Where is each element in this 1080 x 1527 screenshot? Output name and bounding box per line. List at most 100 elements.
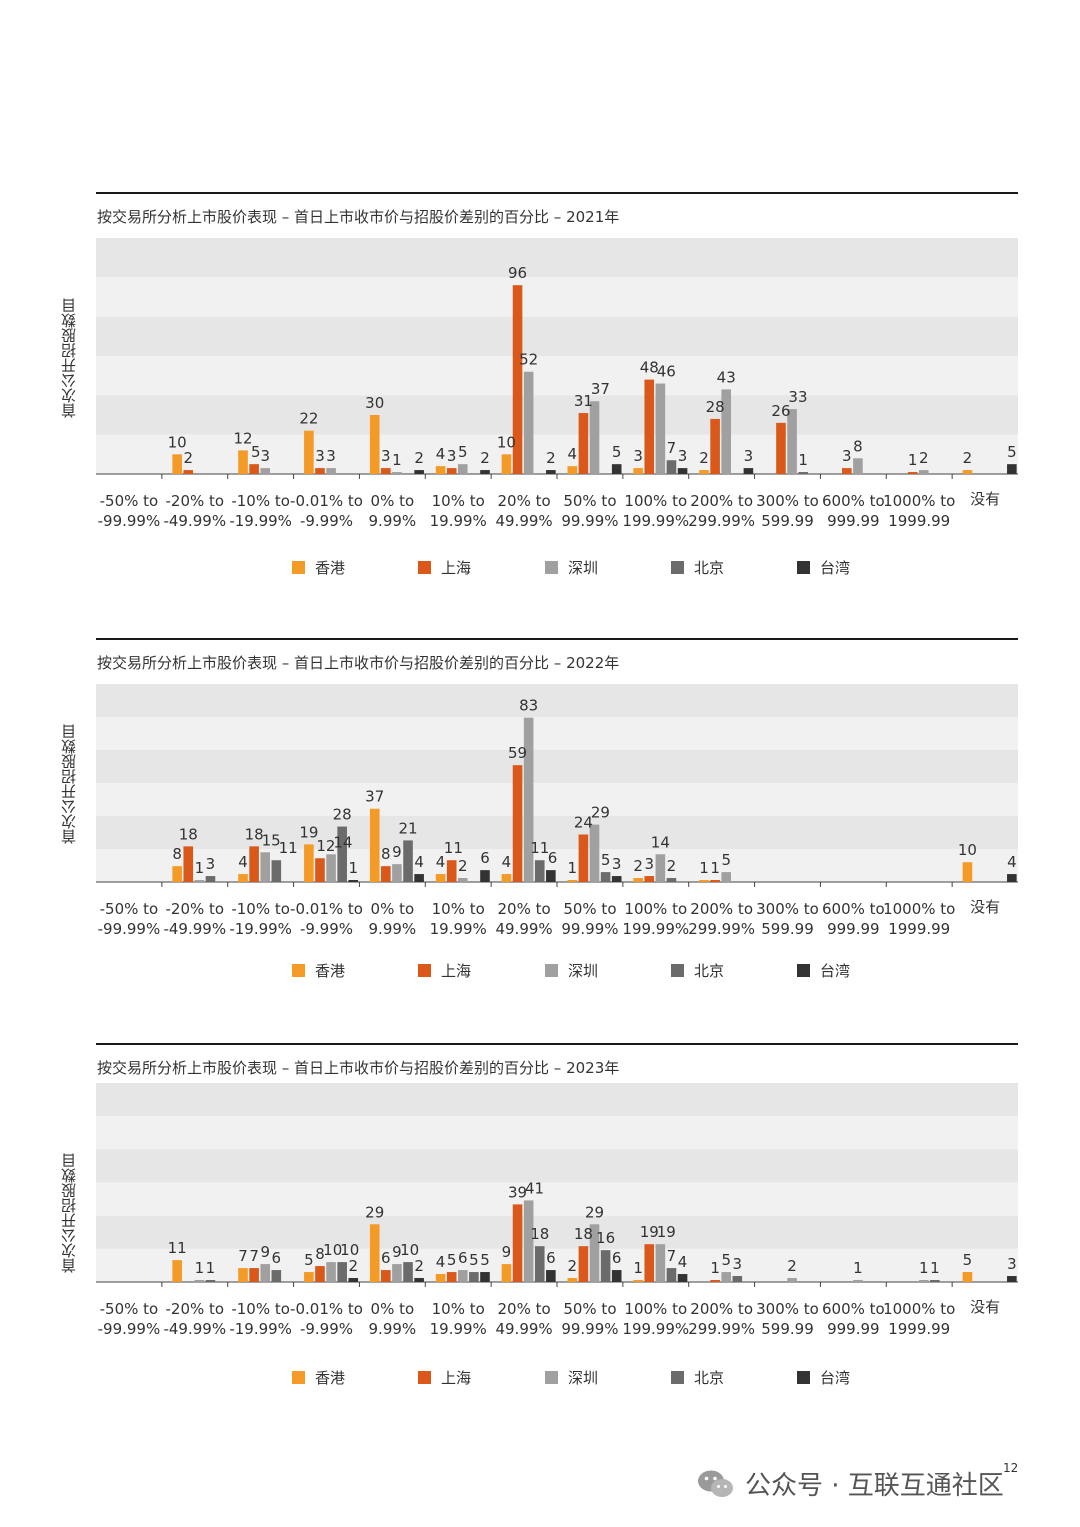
x-tick-label: 0% to — [371, 492, 415, 510]
data-label: 19 — [299, 823, 318, 841]
x-tick-label: 600% to — [822, 1300, 885, 1318]
data-label: 2 — [414, 1257, 424, 1275]
x-tick-label: 199.99% — [622, 920, 689, 938]
x-tick-label: -9.99% — [300, 920, 353, 938]
legend-label: 深圳 — [568, 962, 599, 980]
bar-chart-2022: -50% to -99.99%-20% to -49.99% -10% to -19.9… — [96, 684, 1018, 938]
x-tick-label: -20% to — [165, 492, 224, 510]
bar-上海 — [710, 418, 720, 474]
data-label: 2 — [414, 449, 424, 467]
data-label: 6 — [480, 849, 490, 867]
bar-深圳 — [655, 854, 666, 882]
x-tick-label: 1999.99 — [888, 512, 950, 530]
panel-top-rule — [96, 1043, 1018, 1045]
bar-香港 — [633, 468, 643, 474]
x-tick-label: 9.99% — [369, 1320, 417, 1338]
bar-深圳 — [655, 383, 666, 474]
data-label: 11 — [530, 839, 549, 857]
data-label: 9 — [260, 1243, 270, 1261]
bar-香港 — [633, 878, 643, 882]
data-label: 1 — [568, 859, 578, 877]
data-label: 18 — [245, 825, 264, 843]
data-label: 10 — [323, 1241, 342, 1259]
bar-上海 — [315, 858, 325, 882]
bar-北京 — [930, 1280, 940, 1282]
x-tick-label: -20% to — [165, 900, 224, 918]
chart-panel-2021: 按交易所分析上市股价表现 – 首日上市收市价与招股价差别的百分比 – 2021年… — [0, 192, 1080, 592]
x-tick-label: 299.99% — [688, 920, 755, 938]
data-label: 2 — [787, 1257, 797, 1275]
data-label: 48 — [640, 359, 659, 377]
bar-上海 — [512, 765, 523, 882]
bar-香港 — [501, 874, 512, 882]
chart-panel-2023: 按交易所分析上市股价表现 – 首日上市收市价与招股价差别的百分比 – 2023年… — [0, 1043, 1080, 1403]
legend-item: 北京 — [671, 1367, 724, 1388]
x-tick-label: 没有 — [970, 1298, 1000, 1316]
bar-深圳 — [260, 468, 271, 474]
data-label: 16 — [596, 1229, 615, 1247]
bar-上海 — [710, 880, 720, 882]
bar-香港 — [369, 415, 380, 474]
x-tick-label: 20% to — [497, 492, 550, 510]
data-label: 3 — [381, 447, 391, 465]
data-label: 1 — [798, 451, 808, 469]
grid-band — [96, 816, 1018, 849]
legend-swatch — [545, 1371, 558, 1384]
legend-swatch — [671, 561, 684, 574]
legend-label: 上海 — [441, 1369, 472, 1387]
x-tick-label: 50% to — [563, 900, 616, 918]
bar-深圳 — [326, 468, 336, 474]
x-tick-label: 19.99% — [430, 1320, 487, 1338]
data-label: 2 — [699, 449, 709, 467]
data-label: 3 — [644, 855, 654, 873]
bar-香港 — [304, 1272, 314, 1282]
bar-台湾 — [480, 870, 490, 882]
bar-台湾 — [677, 468, 688, 474]
footer-watermark: 公众号 · 互联互通社区 — [697, 1465, 1004, 1502]
bar-上海 — [710, 1280, 720, 1282]
grid-band — [96, 750, 1018, 783]
chart-legend: 香港 上海 深圳 北京 台湾 — [0, 960, 1080, 984]
data-label: 1 — [930, 1259, 940, 1277]
data-label: 5 — [304, 1251, 314, 1269]
x-tick-label: 599.99 — [761, 512, 814, 530]
chart-panel-2022: 按交易所分析上市股价表现 – 首日上市收市价与招股价差别的百分比 – 2022年… — [0, 638, 1080, 998]
data-label: 1 — [206, 1259, 216, 1277]
data-label: 1 — [710, 1259, 720, 1277]
bar-深圳 — [523, 371, 534, 474]
legend-item: 上海 — [418, 1367, 471, 1388]
bar-香港 — [238, 450, 248, 474]
legend-swatch — [418, 561, 431, 574]
x-tick-label: -49.99% — [163, 920, 226, 938]
bar-深圳 — [853, 458, 863, 474]
data-label: 30 — [365, 394, 384, 412]
legend-item: 台湾 — [797, 960, 850, 981]
x-tick-label: 99.99% — [561, 1320, 618, 1338]
bar-上海 — [249, 846, 259, 882]
bar-台湾 — [1007, 874, 1017, 882]
x-tick-label: -10% to — [231, 1300, 290, 1318]
page-number: 12 — [1003, 1461, 1019, 1475]
data-label: 11 — [279, 839, 298, 857]
bar-深圳 — [589, 824, 600, 882]
data-label: 14 — [651, 833, 670, 851]
x-tick-label: -19.99% — [229, 1320, 292, 1338]
bar-台湾 — [611, 464, 622, 474]
x-tick-label: 19.99% — [430, 920, 487, 938]
x-tick-label: 9.99% — [369, 512, 417, 530]
data-label: 1 — [919, 1259, 929, 1277]
bar-台湾 — [743, 468, 754, 474]
data-label: 6 — [272, 1249, 282, 1267]
grid-band — [96, 277, 1018, 317]
bar-北京 — [403, 1262, 413, 1282]
data-label: 18 — [179, 825, 198, 843]
data-label: 3 — [733, 1255, 743, 1273]
x-tick-label: 50% to — [563, 492, 616, 510]
legend-swatch — [292, 561, 305, 574]
data-label: 59 — [508, 744, 527, 762]
grid-band — [96, 1149, 1018, 1183]
data-label: 29 — [585, 1203, 604, 1221]
legend-swatch — [292, 1371, 305, 1384]
bar-香港 — [962, 470, 973, 474]
legend-item: 香港 — [292, 960, 345, 981]
